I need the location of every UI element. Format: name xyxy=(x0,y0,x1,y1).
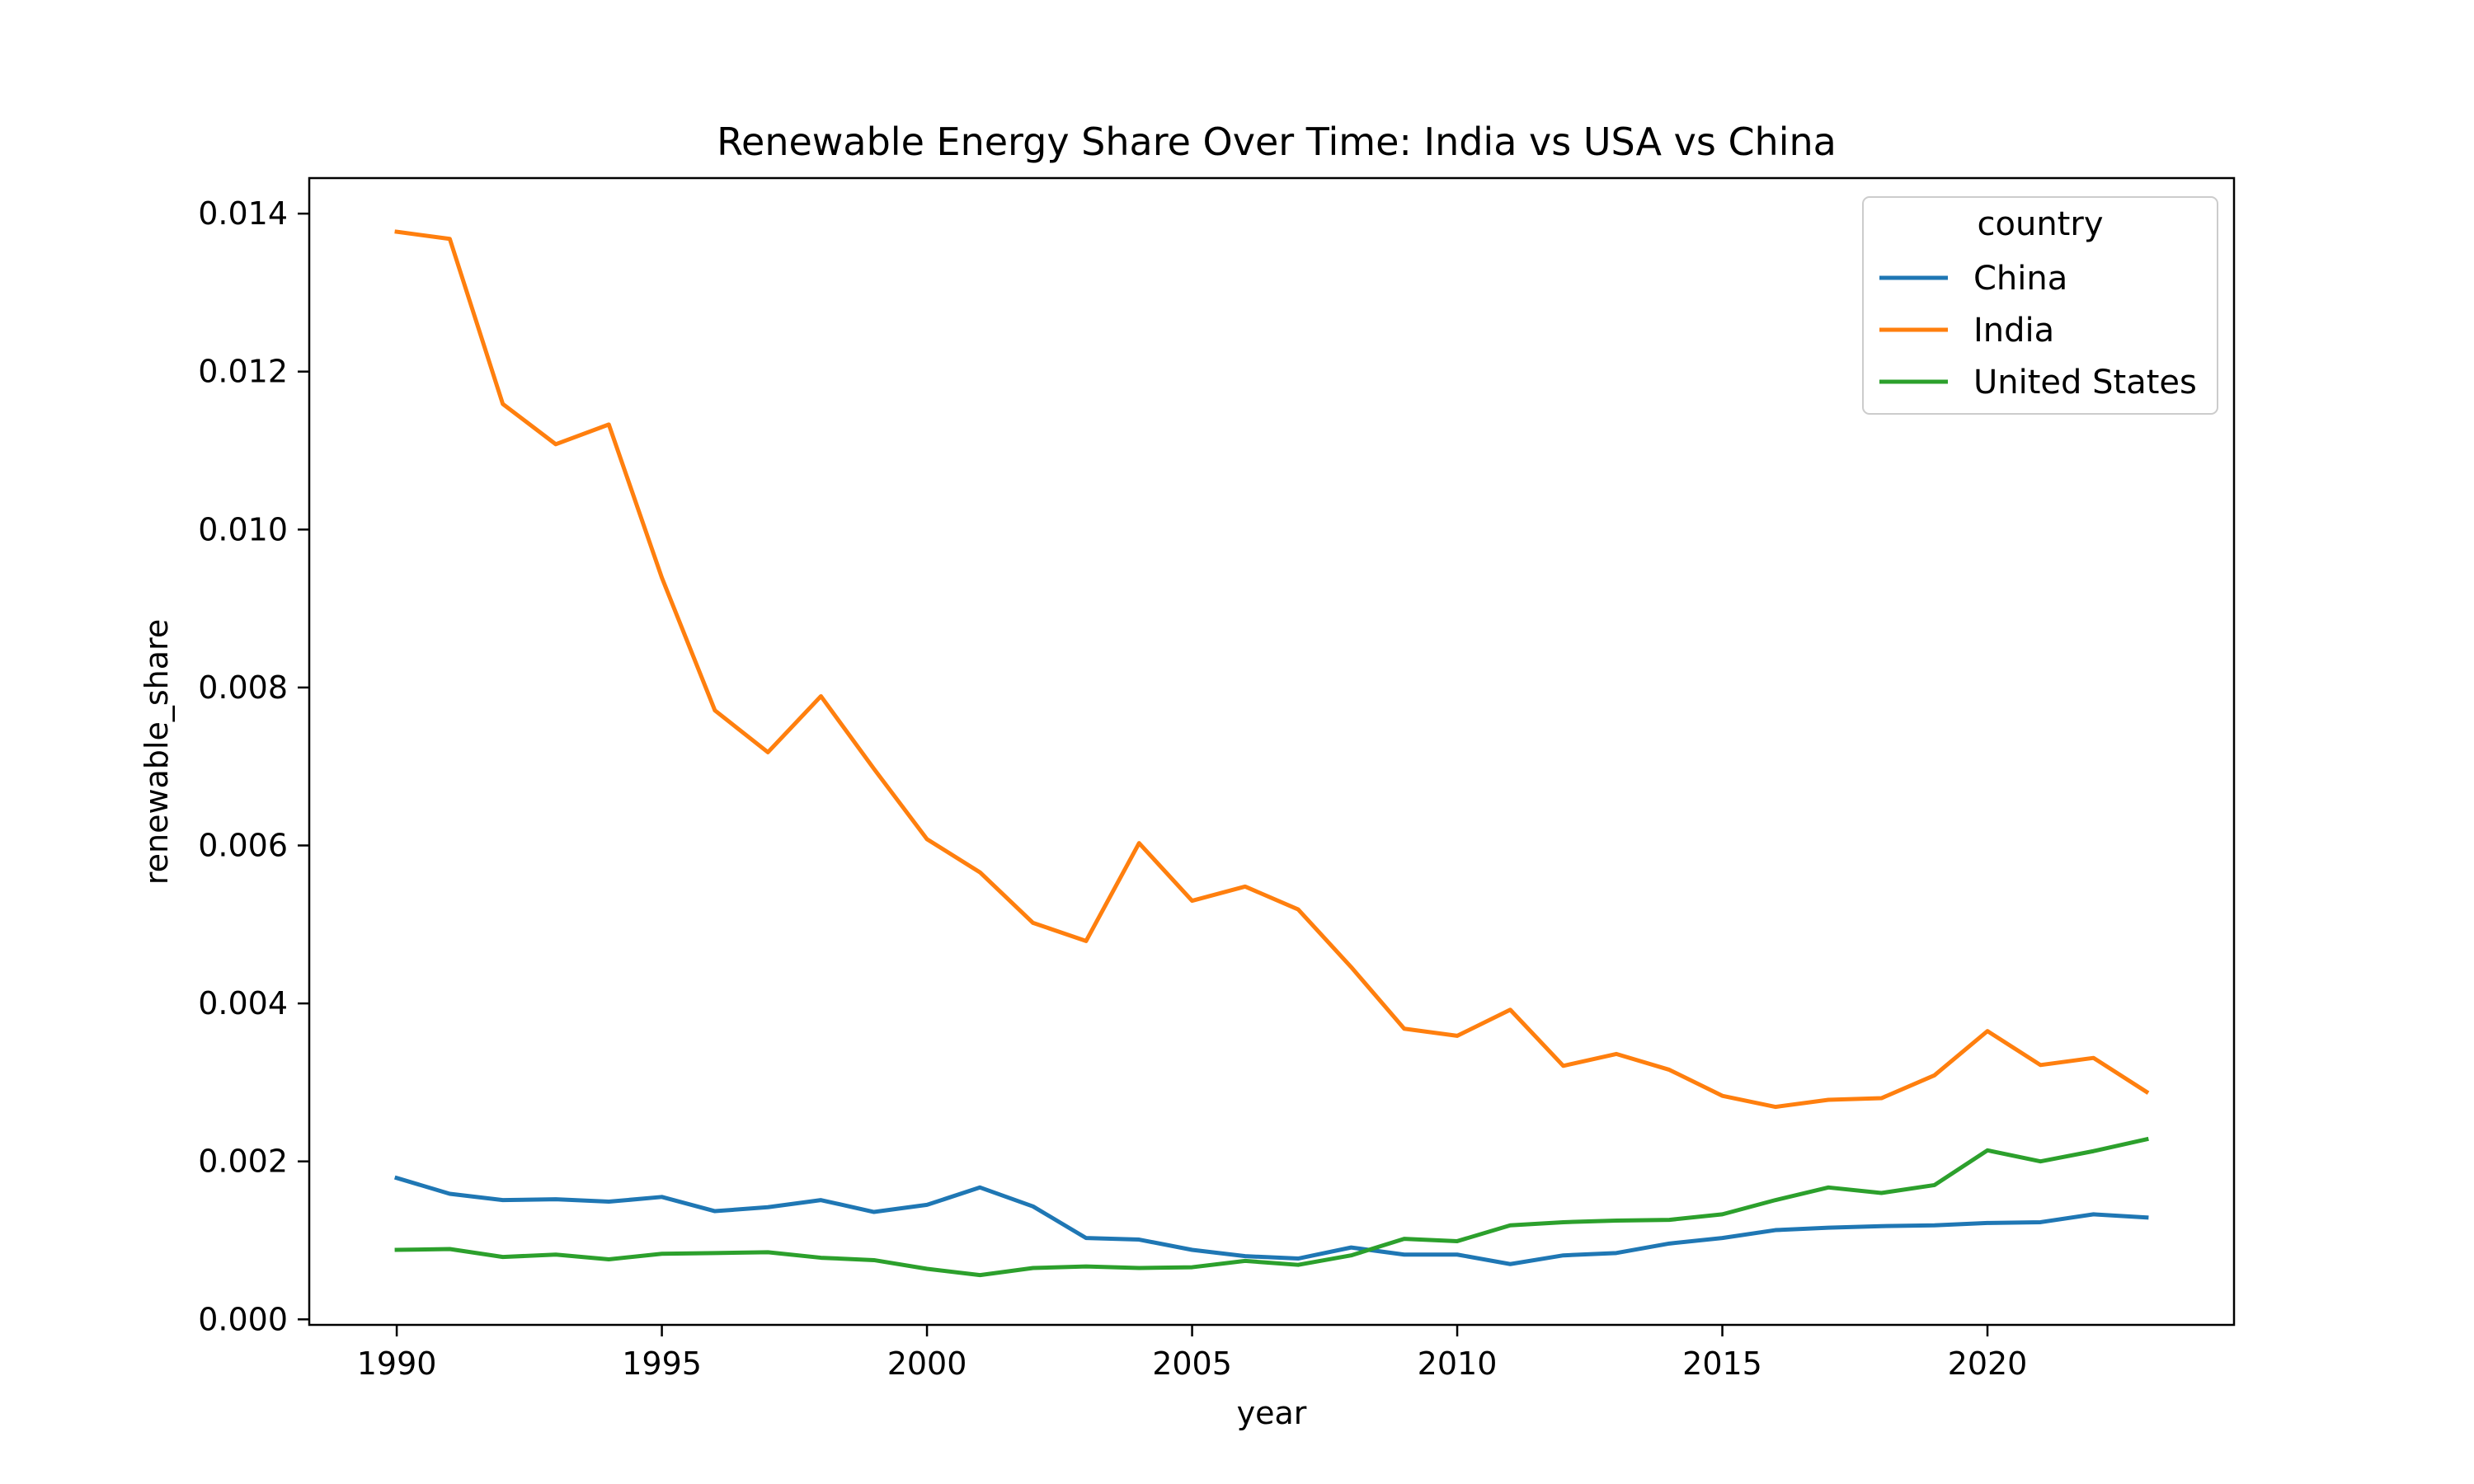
legend-title: country xyxy=(1978,205,2104,243)
x-tick-label: 2020 xyxy=(1948,1345,2028,1382)
legend-items: China India United States xyxy=(1879,260,2197,402)
x-tick-label: 1995 xyxy=(622,1345,702,1382)
x-axis-title: year xyxy=(1237,1395,1307,1431)
y-tick-label: 0.008 xyxy=(198,669,288,706)
x-tick-label: 2005 xyxy=(1152,1345,1232,1382)
series-line-china xyxy=(393,1175,2149,1266)
x-axis: 1990 1995 2000 2005 2010 2015 2020 xyxy=(357,1325,2028,1382)
y-tick-label: 0.000 xyxy=(198,1301,288,1337)
x-tick-label: 2010 xyxy=(1418,1345,1498,1382)
y-tick-label: 0.012 xyxy=(198,354,288,390)
legend-label: India xyxy=(1973,312,2054,350)
y-tick-label: 0.002 xyxy=(198,1144,288,1180)
y-tick-label: 0.006 xyxy=(198,828,288,864)
legend-label: China xyxy=(1973,260,2067,298)
series-line-united-states xyxy=(394,1136,2149,1278)
y-tick-label: 0.004 xyxy=(198,985,288,1021)
y-axis-title: renewable_share xyxy=(139,619,175,885)
y-axis: 0.000 0.002 0.004 0.006 0.008 0.010 0.012 0.014 xyxy=(198,195,309,1337)
plot-area-frame xyxy=(308,176,2236,1327)
series-line-india xyxy=(394,229,2150,1110)
x-tick-label: 1990 xyxy=(357,1345,437,1382)
legend-box xyxy=(1862,196,2218,415)
y-tick-label: 0.014 xyxy=(198,195,288,232)
legend: country China India United States xyxy=(1862,196,2218,415)
chart-title: Renewable Energy Share Over Time: India … xyxy=(717,120,1837,164)
legend-label: United States xyxy=(1973,364,2197,402)
y-tick-label: 0.010 xyxy=(198,511,288,547)
series-layer xyxy=(393,229,2150,1278)
x-tick-label: 2015 xyxy=(1682,1345,1762,1382)
x-tick-label: 2000 xyxy=(887,1345,967,1382)
